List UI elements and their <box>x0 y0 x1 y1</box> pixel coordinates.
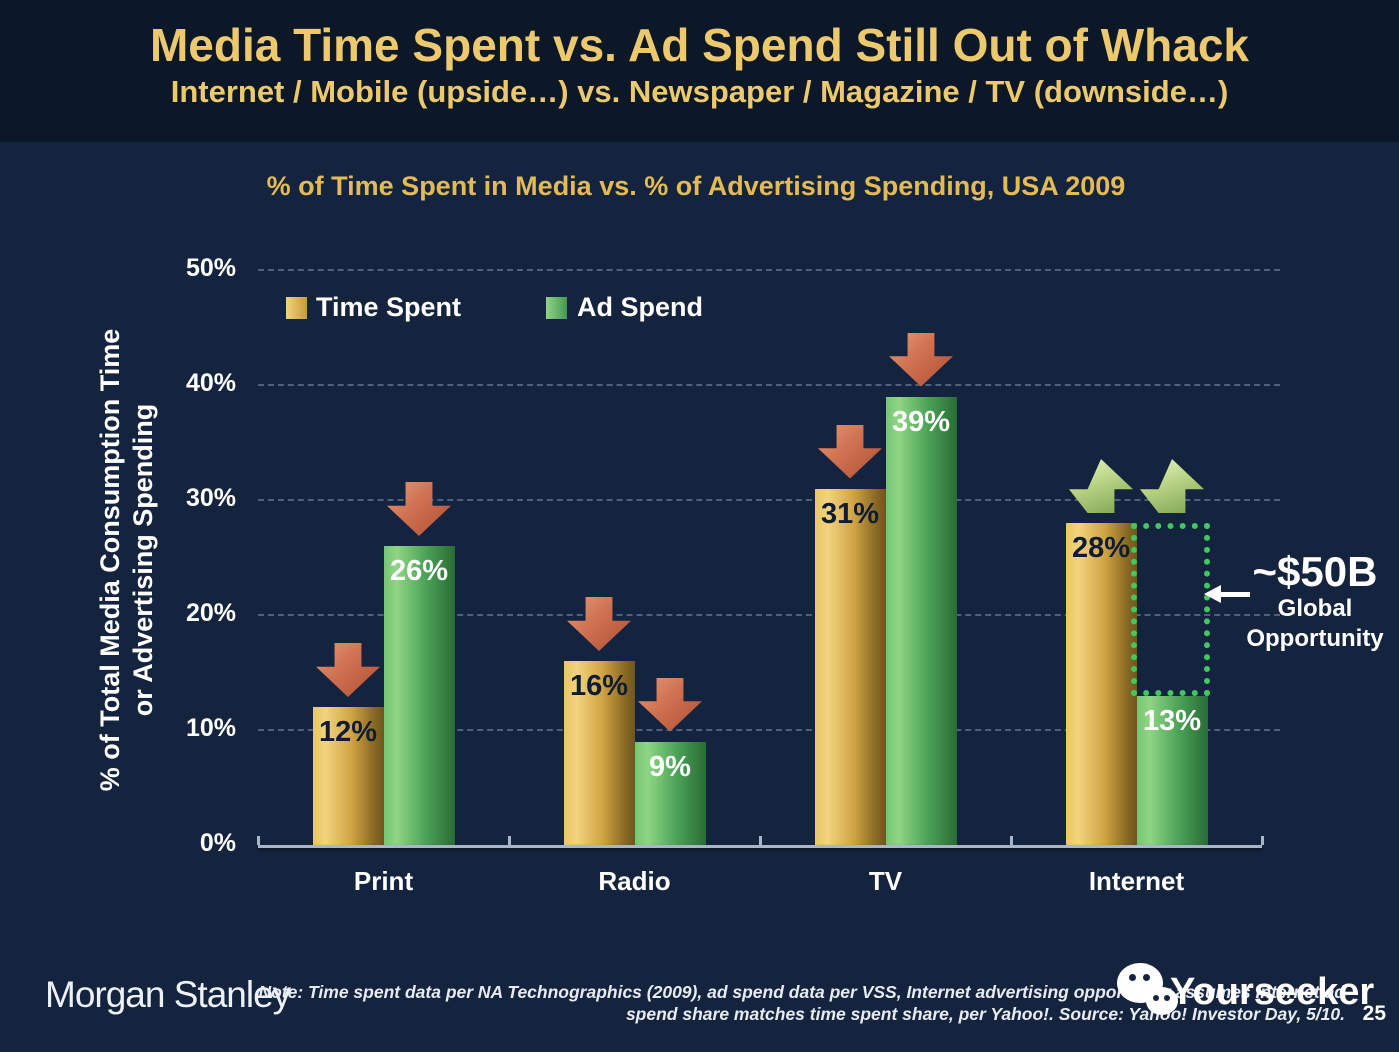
bar-value-label-internet: 13% <box>1142 704 1202 737</box>
category-label-print: Print <box>353 866 414 896</box>
slide-title: Media Time Spent vs. Ad Spend Still Out … <box>149 19 1250 71</box>
morgan-stanley-logo: Morgan Stanley <box>45 974 291 1015</box>
ytick-label-0%: 0% <box>199 829 236 857</box>
wechat-icon-eye <box>1153 995 1159 1001</box>
x-axis-tick <box>1261 836 1264 845</box>
ytick-label-20%: 20% <box>185 599 236 627</box>
x-axis-tick <box>508 836 511 845</box>
bar-time-spent-radio <box>563 661 635 845</box>
opportunity-dotted-box <box>1130 523 1210 696</box>
footnote-line1: Note: Time spent data per NA Technograph… <box>258 982 1345 1002</box>
bar-value-label-radio: 9% <box>649 750 691 783</box>
ytick-label-40%: 40% <box>185 369 236 397</box>
ytick-label-10%: 10% <box>185 714 236 742</box>
down-arrow-radio-time-spent <box>567 597 631 651</box>
bar-time-spent-print <box>312 707 384 845</box>
wechat-icon-eye <box>1129 974 1136 981</box>
up-arrow-internet-ad-spend <box>1140 459 1204 513</box>
legend-label-time-spent: Time Spent <box>316 292 462 322</box>
x-axis-tick <box>1010 836 1013 845</box>
category-label-tv: TV <box>868 866 903 896</box>
category-label-internet: Internet <box>1088 866 1185 896</box>
bar-value-label-tv: 31% <box>820 497 880 530</box>
bar-ad-spend-internet <box>1136 695 1208 845</box>
bar-ad-spend-radio <box>634 741 706 845</box>
opportunity-caption: Global Opportunity <box>1233 594 1397 654</box>
opportunity-value-label: ~$50B <box>1252 548 1378 595</box>
bar-ad-spend-print <box>383 546 455 845</box>
x-axis-tick <box>759 836 762 845</box>
opportunity-caption-line1: Global <box>1277 595 1353 622</box>
bar-time-spent-internet <box>1065 523 1137 845</box>
gridline-40% <box>258 384 1280 386</box>
x-axis-line <box>258 845 1262 848</box>
bar-time-spent-tv <box>814 488 886 845</box>
ytick-label-50%: 50% <box>185 254 236 282</box>
down-arrow-tv-ad-spend <box>889 332 953 387</box>
bar-value-label-radio: 16% <box>569 670 629 702</box>
down-arrow-radio-ad-spend <box>638 677 702 732</box>
bar-ad-spend-tv <box>885 396 957 845</box>
legend-swatch-ad-spend <box>546 297 567 319</box>
down-arrow-print-time-spent <box>316 643 380 697</box>
wechat-icon-eye <box>1164 995 1170 1001</box>
down-arrow-tv-time-spent <box>818 424 882 479</box>
watermark-text: Yourseeker <box>1170 971 1375 1013</box>
bar-value-label-tv: 39% <box>891 405 951 438</box>
slide-subtitle: Internet / Mobile (upside…) vs. Newspape… <box>170 74 1229 109</box>
left-arrow-icon <box>1220 592 1250 597</box>
left-arrow-head-icon <box>1204 585 1221 603</box>
wechat-icon-eye <box>1143 974 1150 981</box>
chart-title-text: % of Time Spent in Media vs. % of Advert… <box>266 171 1126 201</box>
x-axis-tick <box>257 836 260 845</box>
gridline-30% <box>258 499 1280 501</box>
ytick-label-30%: 30% <box>185 484 236 512</box>
legend-swatch-time-spent <box>286 297 307 319</box>
up-arrow-internet-time-spent <box>1069 459 1133 513</box>
gridline-20% <box>258 614 1280 616</box>
bar-value-label-print: 12% <box>318 716 378 748</box>
gridline-50% <box>258 269 1280 271</box>
legend-label-ad-spend: Ad Spend <box>577 292 703 322</box>
chart-title: % of Time Spent in Media vs. % of Advert… <box>66 171 1399 202</box>
bar-value-label-print: 26% <box>389 555 449 587</box>
category-label-radio: Radio <box>598 866 671 896</box>
gridline-10% <box>258 729 1280 731</box>
header-band <box>0 0 1399 142</box>
opportunity-caption-line2: Opportunity <box>1246 625 1384 652</box>
page-number: 25 <box>1362 1002 1386 1025</box>
wechat-icon-small-bubble <box>1146 987 1178 1015</box>
bar-value-label-internet: 28% <box>1071 532 1131 564</box>
down-arrow-print-ad-spend <box>387 482 451 536</box>
